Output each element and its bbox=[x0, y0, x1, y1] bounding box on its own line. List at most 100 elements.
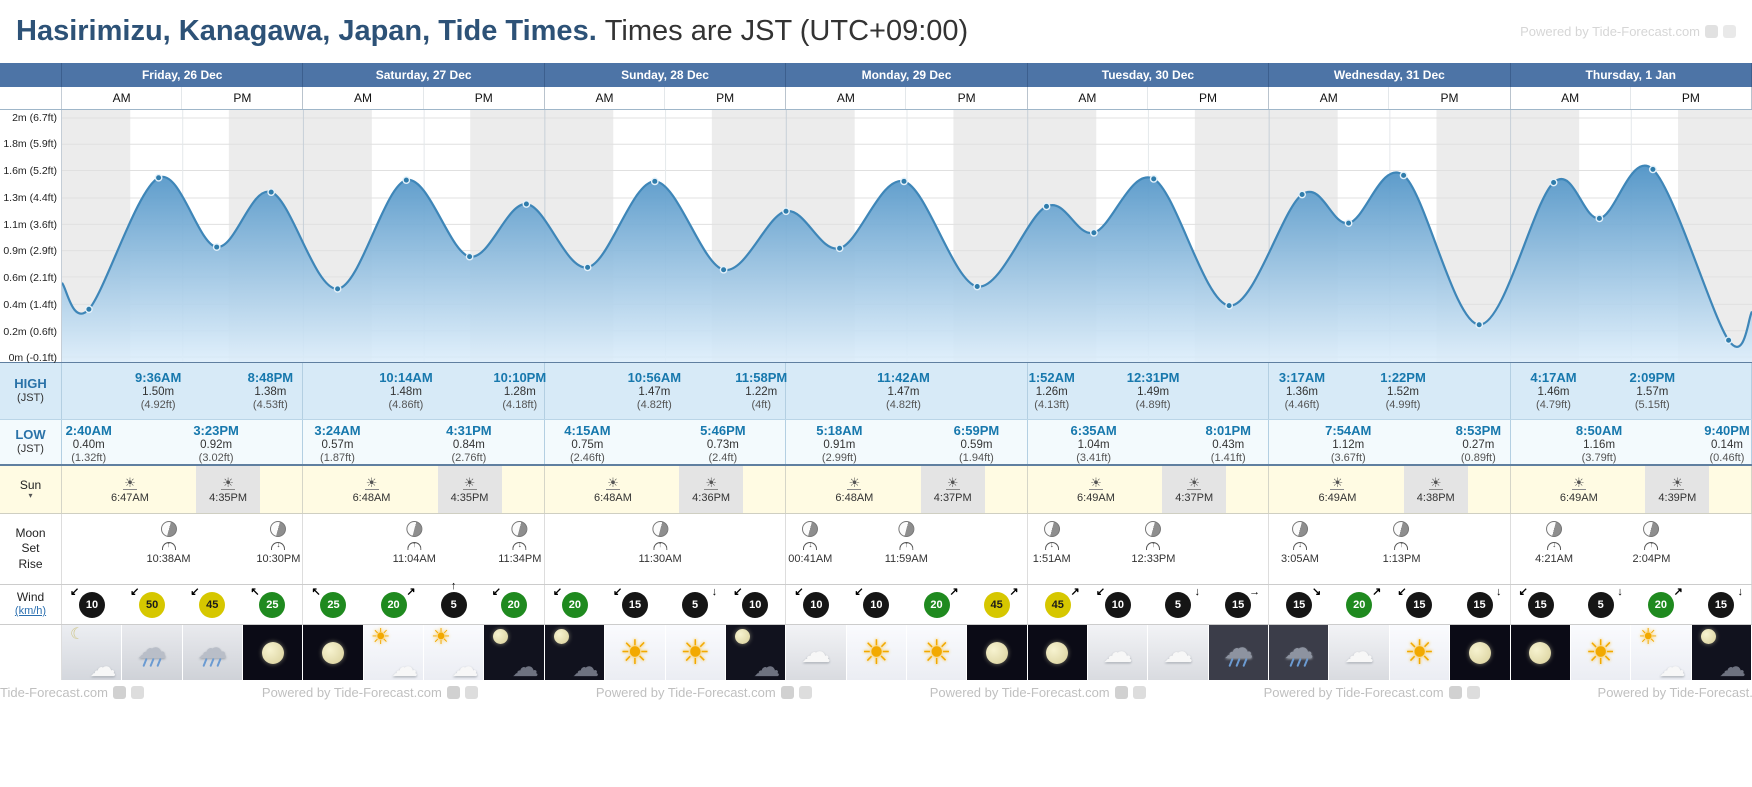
cloud-icon: ☁ bbox=[391, 652, 419, 681]
sun-row-label[interactable]: Sun ▾ bbox=[0, 466, 62, 513]
wind-direction-arrow: ↙ bbox=[552, 585, 563, 598]
bottom-watermark-link[interactable]: Powered by Tide-Forecast.com bbox=[930, 685, 1146, 700]
bottom-watermark-link[interactable]: Powered by Tide-Forecast.com bbox=[262, 685, 478, 700]
tide-height-m: 0.75m bbox=[571, 438, 604, 451]
moon-phase-icon bbox=[1292, 521, 1309, 537]
wind-direction-arrow: ↓ bbox=[1496, 585, 1502, 598]
moon-cell: ↓ 3:05AM ↑ 1:13PM bbox=[1269, 514, 1511, 584]
tide-time: 9:36AM bbox=[135, 370, 182, 385]
cloud-icon: ☁ bbox=[1163, 635, 1194, 669]
sunset-time: 4:36PM bbox=[692, 491, 731, 504]
title-bar: Hasirimizu, Kanagawa, Japan, Tide Times.… bbox=[0, 0, 1752, 63]
wind-direction-arrow: ↓ bbox=[1617, 585, 1623, 598]
sun-glyph: ☀ bbox=[848, 474, 861, 490]
moon-set-event: ↓ 11:34PM bbox=[498, 521, 541, 565]
wind-speed-badge: 10 ↙ bbox=[1096, 586, 1131, 618]
moon-phase-icon bbox=[1145, 521, 1162, 537]
sunrise-icon: ☀ bbox=[1088, 476, 1103, 490]
wind-direction-arrow: ↗ bbox=[1009, 585, 1019, 598]
high-tide-cell: 4:17AM 1.46m (4.79ft) 2:09PM 1.57m (5.15ft) bbox=[1511, 363, 1752, 419]
sun-glyph: ☀ bbox=[124, 474, 136, 490]
bottom-watermark-link[interactable]: Powered by Tide-Forecast.com bbox=[596, 685, 812, 700]
moon-rise-event: ↑ 1:13PM bbox=[1383, 521, 1420, 565]
wind-unit-link[interactable]: (km/h) bbox=[14, 605, 47, 618]
wind-direction-arrow: ↖ bbox=[250, 585, 260, 598]
axis-tick-label: 0.9m (2.9ft) bbox=[3, 245, 57, 258]
low-tide-event: 9:40PM 0.14m (0.46ft) bbox=[1681, 423, 1752, 466]
weather-tile-moon-dark bbox=[243, 625, 303, 680]
wind-speed-badge: 20 ↙ bbox=[492, 586, 527, 618]
tide-height-m: 1.16m bbox=[1583, 438, 1616, 451]
day-header-corner bbox=[0, 63, 62, 87]
moon-cell: ↑ 10:38AM ↓ 10:30PM bbox=[62, 514, 304, 584]
am-pm-cell: AM PM bbox=[1028, 87, 1270, 109]
top-watermark-link[interactable]: Powered by Tide-Forecast.com bbox=[1520, 24, 1736, 39]
tide-time: 6:35AM bbox=[1070, 423, 1117, 438]
moon-time: 11:59AM bbox=[884, 553, 928, 565]
moon-phase-icon bbox=[802, 521, 819, 537]
watermark-text: Powered by Tide-Forecast.com bbox=[0, 684, 108, 700]
wind-cell: 45 ↗ 10 ↙ 5 ↓ 15 → bbox=[1028, 585, 1270, 624]
wind-direction-arrow: ↗ bbox=[1070, 585, 1080, 598]
moon-set-icon: ↓ bbox=[1292, 540, 1308, 550]
wind-slot: 25 ↖ bbox=[242, 585, 302, 624]
tide-time: 11:58PM bbox=[735, 370, 788, 385]
low-tide-event: 3:23PM 0.92m (3.02ft) bbox=[170, 423, 262, 466]
watermark-text: Powered by Tide-Forecast.com bbox=[261, 684, 442, 700]
sun-glyph: ☀ bbox=[1188, 474, 1200, 490]
bottom-watermark-link[interactable]: Powered by Tide-Forecast.com bbox=[0, 685, 144, 700]
sunrise-time: 6:49AM bbox=[1559, 491, 1598, 504]
wind-speed-badge: 20 ↙ bbox=[553, 586, 588, 618]
sun-cell: ☀ 6:48AM ☀ 4:36PM bbox=[545, 466, 787, 513]
low-tide-cell: 5:18AM 0.91m (2.99ft) 6:59PM 0.59m (1.94ft) bbox=[786, 420, 1028, 464]
horizon-line bbox=[1187, 488, 1202, 490]
wind-speed-badge: 45 ↗ bbox=[1044, 586, 1080, 618]
social-icon bbox=[1466, 685, 1480, 699]
social-icon bbox=[1705, 25, 1718, 38]
tide-height-m: 1.52m bbox=[1387, 385, 1420, 398]
tide-time: 3:24AM bbox=[314, 423, 361, 438]
tide-time: 4:15AM bbox=[564, 423, 611, 438]
axis-tick-label: 0m (-0.1ft) bbox=[8, 352, 57, 364]
low-tide-cell: 7:54AM 1.12m (3.67ft) 8:53PM 0.27m (0.89ft) bbox=[1269, 420, 1511, 465]
bottom-watermark-link[interactable]: Powered by Tide-Forecast.com bbox=[1264, 685, 1480, 700]
sun-glyph: ☀ bbox=[1671, 474, 1684, 490]
low-tide-event: 2:40AM 0.40m (1.32ft) bbox=[43, 423, 135, 466]
weather-cell: ☾ ☁ ☁ ☁ bbox=[62, 625, 304, 680]
wind-slot: 15 ↙ bbox=[1389, 585, 1449, 624]
bottom-watermark-link[interactable]: Powered by Tide-Forecast.com bbox=[1598, 685, 1752, 700]
rain-icon bbox=[1289, 657, 1309, 668]
weather-tile-sun-cloud-light: ☀ ☁ bbox=[1631, 625, 1691, 680]
tide-time: 10:10PM bbox=[493, 370, 547, 385]
wind-slot: 10 ↙ bbox=[62, 585, 122, 624]
horizon-line bbox=[704, 488, 719, 490]
tide-time: 1:52AM bbox=[1028, 370, 1075, 385]
watermark-text: Powered by Tide-Forecast.com bbox=[1520, 24, 1700, 39]
wind-speed-badge: 15 ↓ bbox=[1707, 586, 1743, 618]
tide-height-m: 1.36m bbox=[1286, 385, 1318, 398]
tide-height-ft: (1.87ft) bbox=[320, 452, 355, 465]
moon-set-event: ↓ 4:21AM bbox=[1535, 521, 1573, 565]
high-tide-event: 8:48PM 1.38m (4.53ft) bbox=[224, 370, 316, 413]
low-tide-event: 8:50AM 1.16m (3.79ft) bbox=[1553, 423, 1645, 466]
moon-rise-icon: ↑ bbox=[898, 540, 914, 550]
moon-time: 3:05AM bbox=[1281, 553, 1319, 565]
sunset-time: 4:37PM bbox=[1175, 491, 1214, 504]
sunset-time: 4:39PM bbox=[1658, 491, 1697, 504]
wind-speed-badge: 20 ↗ bbox=[1647, 586, 1683, 618]
tide-height-ft: (4.89ft) bbox=[1135, 399, 1171, 412]
wind-slot: 25 ↖ bbox=[303, 585, 363, 624]
sun-label: Sun bbox=[19, 478, 42, 493]
timezone-label: (JST) bbox=[17, 443, 44, 456]
tide-height-ft: (3.02ft) bbox=[198, 452, 234, 465]
tide-height-m: 0.91m bbox=[823, 438, 856, 451]
moon-rise-icon: ↑ bbox=[1394, 540, 1410, 550]
watermark-text: Powered by Tide-Forecast.com bbox=[929, 684, 1110, 700]
social-icon bbox=[798, 685, 812, 699]
am-pm-cell: AM PM bbox=[786, 87, 1028, 109]
wind-speed-badge: 5 ↑ bbox=[440, 580, 467, 618]
wind-direction-arrow: ↗ bbox=[1372, 585, 1382, 598]
sunrise-item: ☀ 6:48AM bbox=[822, 466, 886, 513]
tide-height-ft: (3.67ft) bbox=[1330, 452, 1366, 465]
horizon-line bbox=[122, 488, 137, 490]
